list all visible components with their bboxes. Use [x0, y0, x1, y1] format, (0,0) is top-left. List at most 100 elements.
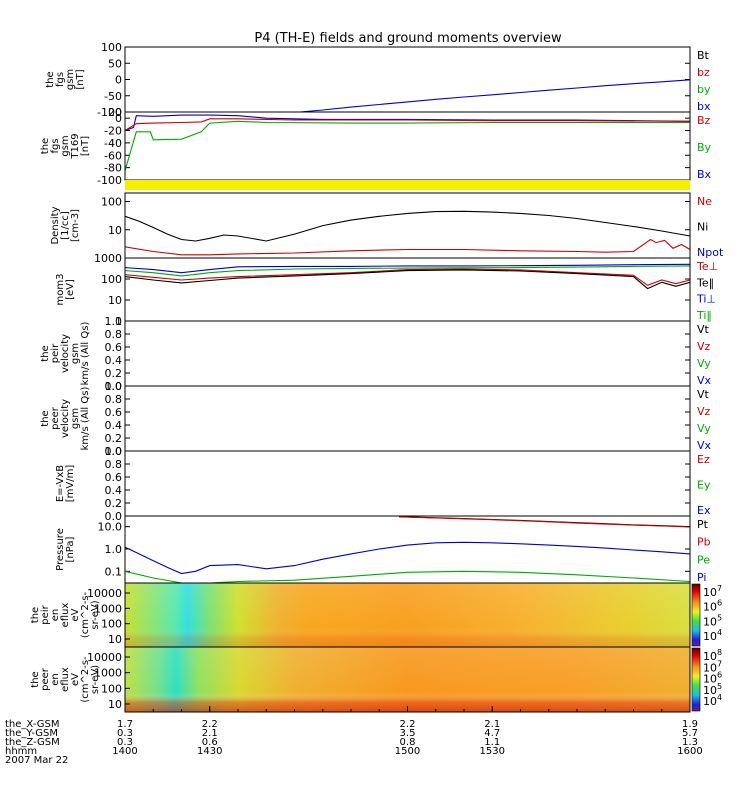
panel-frame: [124, 320, 691, 387]
y-axis-label: Density: [50, 206, 61, 244]
x-axis-date: 2007 Mar 22: [5, 755, 68, 766]
y-axis-label: gsm: [65, 69, 76, 90]
y-tick-label: 0.8: [105, 393, 123, 406]
y-tick-label: -100: [97, 174, 122, 187]
legend-vy-2: Vy: [697, 422, 711, 435]
legend-vx-3: Vx: [697, 374, 712, 387]
x-row-value: 2.2: [202, 719, 218, 730]
y-tick-label: -20: [104, 125, 122, 138]
y-axis-label: eflux: [60, 667, 71, 692]
panel-pressure: 10.0 1.0 0.1 Pressure [nPa] Pt Pb Pe Pi: [55, 515, 711, 584]
y-axis-label: the: [40, 138, 51, 154]
y-axis-label: velocity: [60, 334, 71, 373]
y-tick-label: 0.1: [105, 565, 123, 578]
legend-by-2: by: [697, 83, 711, 96]
y-axis-label: [nT]: [80, 136, 91, 156]
y-axis-label: the: [45, 71, 56, 87]
spectrogram-shading: [125, 647, 690, 712]
y-tick-label: -100: [97, 106, 122, 119]
y-axis-label: eV: [70, 673, 81, 686]
x-row-value: 1430: [197, 746, 222, 757]
x-row-label: the_Y-GSM: [5, 728, 58, 739]
y-axis-label: peir: [40, 604, 51, 624]
legend-pt-0: Pt: [697, 518, 709, 531]
x-row-value: 1400: [112, 746, 137, 757]
colorbar: [691, 583, 701, 647]
y-tick-label: 0.8: [105, 458, 123, 471]
panel-moms: 1000 100 10 1 mom3 [eV] Te⊥ Te‖ Ti⊥ Ti‖: [55, 252, 718, 328]
legend-ne-0: Ne: [697, 195, 712, 208]
panel-strip: [125, 180, 690, 190]
colorbar-tick-label: 106: [703, 599, 722, 614]
x-row-value: 5.7: [682, 728, 698, 739]
y-tick-label: 1000: [94, 602, 122, 615]
legend-vx-3: Vx: [697, 439, 712, 452]
legend-vz-1: Vz: [697, 405, 711, 418]
y-axis-label: [mV/m]: [65, 465, 76, 503]
legend-bz-1: bz: [697, 66, 710, 79]
y-axis-label: en: [50, 673, 61, 686]
colorbar-tick-label: 107: [703, 584, 722, 599]
y-axis-label: fgs: [50, 138, 61, 153]
legend-pi-3: Pi: [697, 571, 706, 584]
legend-bx-3: bx: [697, 100, 711, 113]
y-tick-label: 100: [101, 41, 122, 54]
colorbar-tick-exponent: 6: [717, 671, 722, 680]
y-axis-label: gsm: [70, 408, 81, 429]
x-row-value: 0.6: [202, 737, 218, 748]
legend-ey-1: Ey: [697, 479, 711, 492]
legend-vz-1: Vz: [697, 340, 711, 353]
y-axis-label: [1/cc]: [60, 211, 71, 240]
panel-frame: [124, 257, 691, 322]
y-axis-label: mom3: [55, 274, 66, 306]
colorbar-tick-label: 104: [703, 693, 722, 708]
series-pb-3: [398, 516, 691, 528]
x-row-label: the_Z-GSM: [5, 737, 60, 748]
series-pi-0: [124, 541, 691, 575]
legend-bz-0: Bz: [697, 114, 711, 127]
x-row-value: 1530: [480, 746, 505, 757]
legend-vt-0: Vt: [697, 388, 710, 401]
legend-ex-2: Ex: [697, 504, 711, 517]
x-row-value: 0.8: [400, 737, 416, 748]
series-tipar-1: [124, 265, 691, 277]
x-row-label: hhmm: [5, 746, 37, 757]
series-teperp-2: [124, 268, 691, 286]
y-tick-label: 100: [101, 682, 122, 695]
y-axis-label: peir: [50, 343, 61, 363]
y-tick-label: 0.2: [105, 367, 123, 380]
y-tick-label: 0.2: [105, 497, 123, 510]
y-axis-label: the: [40, 345, 51, 361]
colorbar-tick-exponent: 4: [717, 693, 722, 702]
y-tick-label: -50: [104, 90, 122, 103]
legend-bx-2: Bx: [697, 168, 712, 181]
legend-bt-0: Bt: [697, 49, 710, 62]
y-axis-label: velocity: [60, 399, 71, 438]
panel-frame: [124, 450, 691, 517]
colorbar-tick-exponent: 5: [717, 682, 722, 691]
y-tick-label: 10000: [87, 651, 122, 664]
y-tick-label: 0.2: [105, 432, 123, 445]
colorbar-tick-label: 104: [703, 628, 722, 643]
y-tick-label: 0.4: [105, 419, 123, 432]
y-tick-label: 50: [108, 57, 122, 70]
y-tick-label: 10000: [87, 587, 122, 600]
legend-pe-2: Pe: [697, 553, 710, 566]
y-tick-label: 10.0: [98, 521, 123, 534]
y-axis-label: [cm-3]: [70, 209, 81, 242]
y-tick-label: 1: [115, 315, 122, 328]
x-row-value: 1600: [677, 746, 702, 757]
y-tick-label: 0.6: [105, 406, 123, 419]
strip-bar: [125, 180, 690, 190]
y-tick-label: 10: [108, 698, 122, 711]
legend-tipar-3: Ti‖: [696, 309, 712, 322]
figure-title: P4 (TH-E) fields and ground moments over…: [254, 31, 562, 46]
legend-vy-2: Vy: [697, 357, 711, 370]
y-tick-label: 0.0: [105, 445, 123, 458]
legend-by-1: By: [697, 141, 712, 154]
series-bx-0: [125, 79, 691, 113]
y-tick-label: 0: [115, 112, 122, 125]
